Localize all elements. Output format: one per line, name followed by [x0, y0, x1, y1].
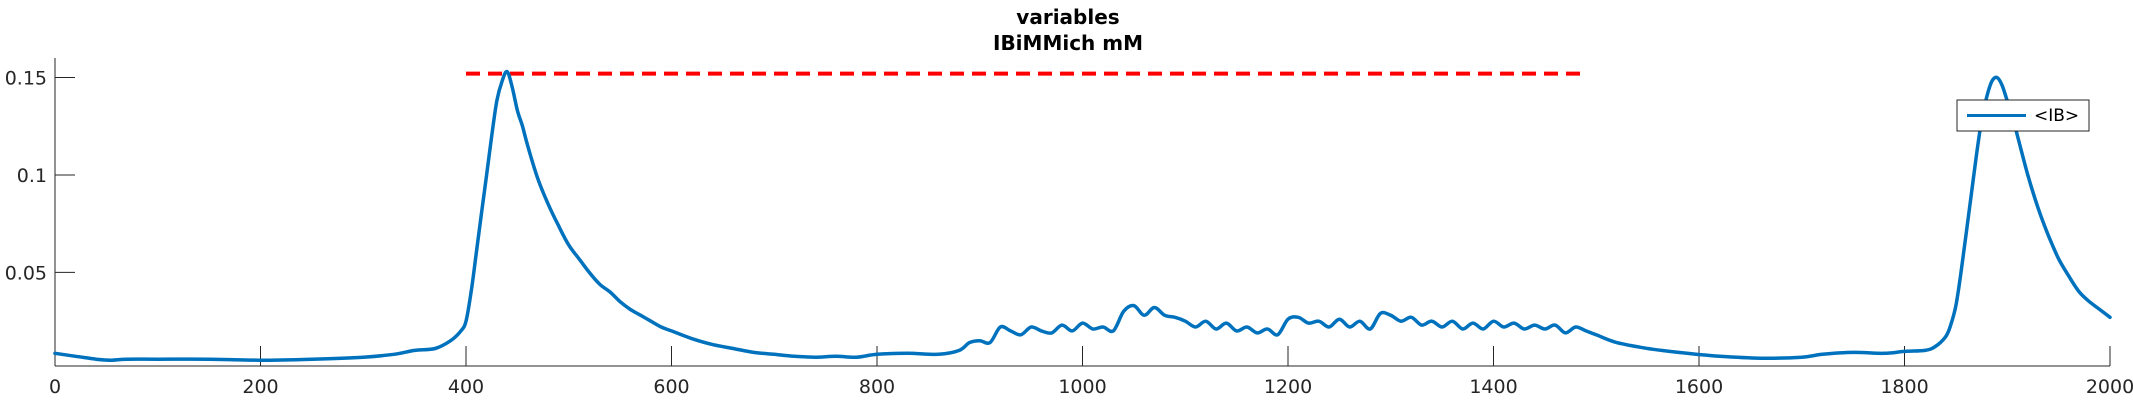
x-tick-label: 1000	[1058, 376, 1106, 398]
chart-title-line-2: IBiMMich mM	[993, 31, 1143, 55]
x-tick-label: 1600	[1675, 376, 1723, 398]
y-tick-label: 0.15	[5, 67, 47, 89]
x-tick-label: 0	[49, 376, 61, 398]
x-tick-label: 800	[859, 376, 895, 398]
series-line-ib	[53, 69, 2112, 362]
chart-title-line-1: variables	[1016, 5, 1119, 29]
series-group	[53, 69, 2112, 362]
axes	[54, 58, 2110, 367]
y-tick-label: 0.05	[5, 262, 47, 284]
x-axis-ticks: 0 200 400 600 800 1000 1200 1400 1600 1800 2000	[49, 346, 2133, 398]
chart-title: variables IBiMMich mM	[993, 5, 1143, 55]
legend-label-ib: <IB>	[2034, 106, 2079, 126]
y-axis-ticks: 0.05 0.1 0.15	[5, 67, 75, 284]
x-tick-label: 600	[653, 376, 689, 398]
x-tick-label: 2000	[2086, 376, 2133, 398]
x-tick-label: 1400	[1469, 376, 1517, 398]
x-tick-label: 200	[242, 376, 278, 398]
x-tick-label: 400	[448, 376, 484, 398]
legend: <IB>	[1956, 99, 2090, 132]
y-tick-label: 0.1	[17, 165, 47, 187]
x-tick-label: 1200	[1264, 376, 1312, 398]
x-tick-label: 1800	[1880, 376, 1928, 398]
